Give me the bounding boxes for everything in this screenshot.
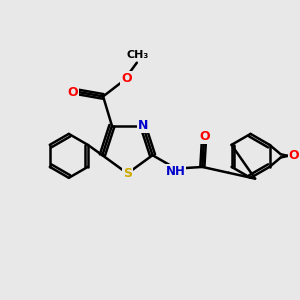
- Text: CH₃: CH₃: [127, 50, 149, 60]
- Text: O: O: [121, 72, 132, 85]
- Text: NH: NH: [166, 165, 185, 178]
- Text: N: N: [138, 118, 149, 132]
- Text: O: O: [199, 130, 210, 143]
- Text: O: O: [289, 149, 299, 162]
- Text: O: O: [68, 85, 78, 98]
- Text: S: S: [123, 167, 132, 180]
